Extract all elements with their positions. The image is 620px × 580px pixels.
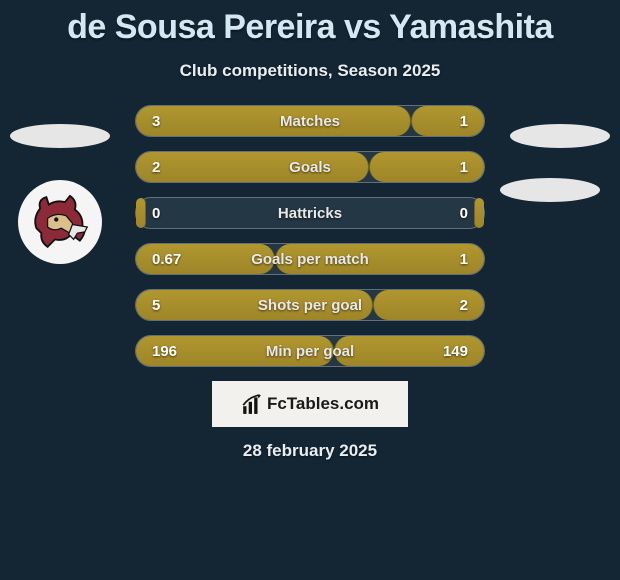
stat-row: 2Goals1 bbox=[135, 151, 485, 183]
ellipse-decor-3 bbox=[500, 178, 600, 202]
stat-value-right: 1 bbox=[404, 159, 484, 176]
team-badge-left bbox=[18, 180, 102, 264]
fctables-watermark: FcTables.com bbox=[212, 381, 408, 427]
stat-value-right: 1 bbox=[404, 251, 484, 268]
page-title: de Sousa Pereira vs Yamashita bbox=[0, 0, 620, 47]
stat-label: Goals per match bbox=[216, 251, 404, 268]
stat-label: Goals bbox=[216, 159, 404, 176]
comparison-chart: 3Matches12Goals10Hattricks00.67Goals per… bbox=[135, 105, 485, 367]
ellipse-decor-2 bbox=[510, 124, 610, 148]
stat-row: 0.67Goals per match1 bbox=[135, 243, 485, 275]
stat-row: 196Min per goal149 bbox=[135, 335, 485, 367]
stat-label: Shots per goal bbox=[216, 297, 404, 314]
fctables-icon bbox=[241, 393, 263, 415]
coyote-head-icon bbox=[29, 191, 91, 253]
stat-value-left: 2 bbox=[136, 159, 216, 176]
stat-label: Matches bbox=[216, 113, 404, 130]
stat-value-left: 5 bbox=[136, 297, 216, 314]
fctables-label: FcTables.com bbox=[267, 394, 379, 414]
stat-label: Min per goal bbox=[216, 343, 404, 360]
stat-value-right: 1 bbox=[404, 113, 484, 130]
stat-value-left: 0 bbox=[136, 205, 216, 222]
subtitle: Club competitions, Season 2025 bbox=[0, 61, 620, 81]
stat-value-left: 3 bbox=[136, 113, 216, 130]
stat-row: 3Matches1 bbox=[135, 105, 485, 137]
stat-value-right: 0 bbox=[404, 205, 484, 222]
stat-value-right: 149 bbox=[404, 343, 484, 360]
ellipse-decor-1 bbox=[10, 124, 110, 148]
stat-value-left: 196 bbox=[136, 343, 216, 360]
stat-value-right: 2 bbox=[404, 297, 484, 314]
stat-value-left: 0.67 bbox=[136, 251, 216, 268]
date-label: 28 february 2025 bbox=[0, 441, 620, 461]
stat-label: Hattricks bbox=[216, 205, 404, 222]
stat-row: 0Hattricks0 bbox=[135, 197, 485, 229]
stat-row: 5Shots per goal2 bbox=[135, 289, 485, 321]
